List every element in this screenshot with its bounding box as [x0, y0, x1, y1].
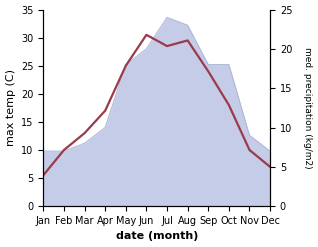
- X-axis label: date (month): date (month): [115, 231, 198, 242]
- Y-axis label: med. precipitation (kg/m2): med. precipitation (kg/m2): [303, 47, 313, 169]
- Y-axis label: max temp (C): max temp (C): [5, 69, 16, 146]
